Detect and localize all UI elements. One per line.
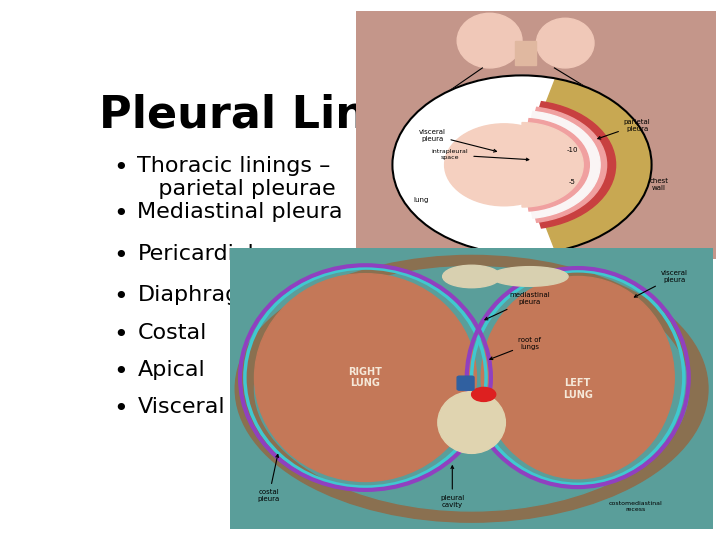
Wedge shape <box>546 78 652 251</box>
Text: -5: -5 <box>569 179 576 185</box>
Text: •: • <box>113 360 128 384</box>
Ellipse shape <box>255 274 477 482</box>
Bar <box>515 40 536 65</box>
Ellipse shape <box>235 255 708 522</box>
Text: root of
lungs: root of lungs <box>490 338 541 360</box>
Wedge shape <box>531 111 600 218</box>
Text: costomediastinal
recess: costomediastinal recess <box>608 501 662 512</box>
Text: lung: lung <box>413 197 429 202</box>
Text: costal
pleura: costal pleura <box>258 455 280 502</box>
Ellipse shape <box>536 18 594 68</box>
Text: Pericardial: Pericardial <box>138 244 254 264</box>
Text: Diaphragmatic: Diaphragmatic <box>138 285 302 305</box>
Ellipse shape <box>491 267 568 286</box>
Ellipse shape <box>438 392 505 454</box>
Text: chest
wall: chest wall <box>649 178 668 191</box>
Text: intrapleural
space: intrapleural space <box>432 150 528 161</box>
Text: visceral
pleura: visceral pleura <box>634 270 688 297</box>
Text: •: • <box>113 202 128 226</box>
Text: •: • <box>113 322 128 347</box>
Wedge shape <box>536 107 606 222</box>
Text: mediastinal
pleura: mediastinal pleura <box>485 293 550 320</box>
Text: •: • <box>113 244 128 268</box>
Wedge shape <box>522 123 583 207</box>
Text: RIGHT
LUNG: RIGHT LUNG <box>348 367 382 388</box>
Text: Pleural Linings: Pleural Linings <box>99 94 472 137</box>
Text: Mediastinal pleura: Mediastinal pleura <box>138 202 343 222</box>
Circle shape <box>392 76 652 254</box>
Circle shape <box>445 124 563 206</box>
Ellipse shape <box>255 267 689 511</box>
Text: •: • <box>113 156 128 180</box>
Wedge shape <box>528 119 589 211</box>
Circle shape <box>472 387 495 401</box>
Wedge shape <box>539 102 616 228</box>
Text: pleural
cavity: pleural cavity <box>440 466 464 508</box>
Text: Visceral: Visceral <box>138 397 225 417</box>
Text: visceral
pleura: visceral pleura <box>418 129 497 152</box>
Text: -10: -10 <box>567 147 578 153</box>
Ellipse shape <box>457 14 522 68</box>
Text: •: • <box>113 285 128 309</box>
Text: LEFT
LUNG: LEFT LUNG <box>563 378 593 400</box>
Ellipse shape <box>481 276 674 478</box>
Ellipse shape <box>443 265 500 288</box>
Text: parietal
pleura: parietal pleura <box>598 119 651 139</box>
Text: •: • <box>113 397 128 421</box>
Text: Costal: Costal <box>138 322 207 342</box>
Text: Apical: Apical <box>138 360 205 380</box>
FancyBboxPatch shape <box>457 376 474 390</box>
Text: Thoracic linings –
   parietal pleurae: Thoracic linings – parietal pleurae <box>138 156 336 199</box>
